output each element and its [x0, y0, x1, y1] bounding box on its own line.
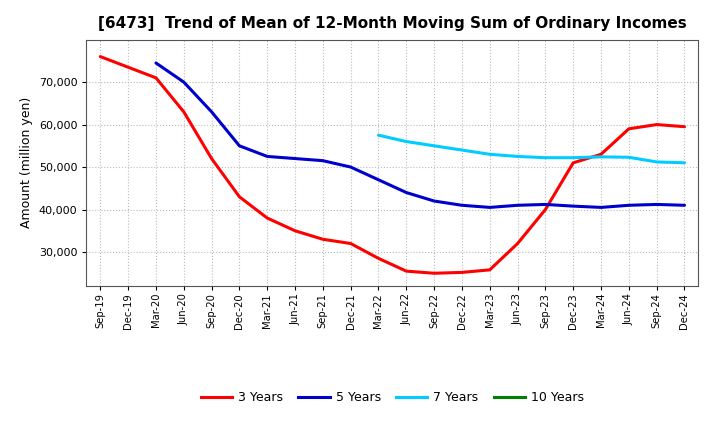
5 Years [291, 156, 300, 161]
3 Years [207, 156, 216, 161]
5 Years [346, 165, 355, 170]
5 Years [374, 177, 383, 183]
3 Years [513, 241, 522, 246]
5 Years [179, 80, 188, 85]
3 Years [652, 122, 661, 127]
5 Years [235, 143, 243, 148]
3 Years [346, 241, 355, 246]
3 Years [152, 75, 161, 81]
3 Years [124, 65, 132, 70]
5 Years [430, 198, 438, 204]
Line: 5 Years: 5 Years [156, 63, 685, 207]
Line: 7 Years: 7 Years [379, 135, 685, 163]
3 Years [680, 124, 689, 129]
5 Years [624, 203, 633, 208]
5 Years [402, 190, 410, 195]
3 Years [485, 267, 494, 272]
7 Years [458, 147, 467, 153]
7 Years [402, 139, 410, 144]
5 Years [569, 203, 577, 209]
3 Years [541, 207, 550, 212]
3 Years [624, 126, 633, 132]
7 Years [597, 154, 606, 159]
5 Years [597, 205, 606, 210]
7 Years [541, 155, 550, 160]
7 Years [624, 154, 633, 160]
Title: [6473]  Trend of Mean of 12-Month Moving Sum of Ordinary Incomes: [6473] Trend of Mean of 12-Month Moving … [98, 16, 687, 32]
7 Years [680, 160, 689, 165]
7 Years [569, 155, 577, 160]
3 Years [569, 160, 577, 165]
5 Years [207, 109, 216, 114]
3 Years [458, 270, 467, 275]
5 Years [263, 154, 271, 159]
3 Years [318, 237, 327, 242]
5 Years [458, 203, 467, 208]
3 Years [263, 216, 271, 221]
5 Years [652, 202, 661, 207]
3 Years [597, 152, 606, 157]
5 Years [541, 202, 550, 207]
3 Years [291, 228, 300, 233]
3 Years [235, 194, 243, 199]
3 Years [374, 256, 383, 261]
3 Years [179, 109, 188, 114]
5 Years [152, 60, 161, 66]
7 Years [485, 152, 494, 157]
Y-axis label: Amount (million yen): Amount (million yen) [20, 97, 33, 228]
5 Years [680, 203, 689, 208]
7 Years [652, 159, 661, 165]
3 Years [402, 268, 410, 274]
Line: 3 Years: 3 Years [100, 57, 685, 273]
3 Years [430, 271, 438, 276]
Legend: 3 Years, 5 Years, 7 Years, 10 Years: 3 Years, 5 Years, 7 Years, 10 Years [196, 386, 589, 409]
3 Years [96, 54, 104, 59]
7 Years [374, 132, 383, 138]
5 Years [485, 205, 494, 210]
5 Years [513, 203, 522, 208]
7 Years [430, 143, 438, 148]
5 Years [318, 158, 327, 163]
7 Years [513, 154, 522, 159]
